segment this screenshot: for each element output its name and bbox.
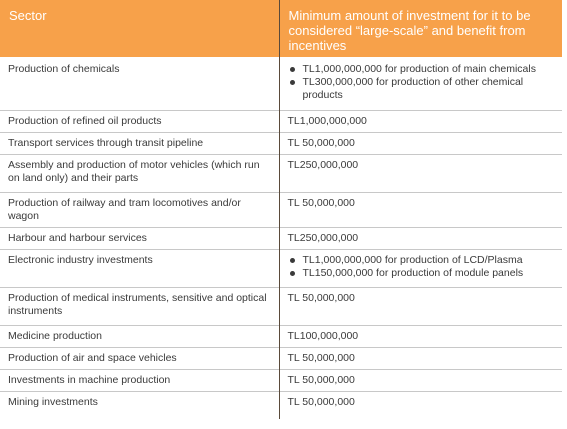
amount-cell: TL1,000,000,000 for production of main c… — [278, 57, 562, 110]
amount-bullet-list: TL1,000,000,000 for production of main c… — [288, 63, 557, 102]
sector-cell: Transport services through transit pipel… — [0, 131, 279, 154]
sector-cell: Production of railway and tram locomotiv… — [0, 191, 279, 227]
amount-cell: TL 50,000,000 — [278, 131, 562, 154]
amount-cell: TL 50,000,000 — [278, 390, 562, 419]
bullet-item: TL300,000,000 for production of other ch… — [288, 76, 557, 102]
table-row: Production of refined oil products TL1,0… — [0, 109, 562, 132]
sector-cell: Medicine production — [0, 324, 279, 347]
sector-cell: Assembly and production of motor vehicle… — [0, 153, 279, 192]
table-row: Production of railway and tram locomotiv… — [0, 191, 562, 227]
bullet-item: TL150,000,000 for production of module p… — [288, 267, 557, 280]
table-row: Investments in machine production TL 50,… — [0, 368, 562, 391]
header-sector: Sector — [0, 0, 279, 57]
table-row: Production of air and space vehicles TL … — [0, 346, 562, 369]
sector-cell: Production of air and space vehicles — [0, 346, 279, 369]
table-row: Transport services through transit pipel… — [0, 131, 562, 154]
amount-cell: TL 50,000,000 — [278, 346, 562, 369]
bullet-icon — [289, 67, 295, 72]
amount-cell: TL250,000,000 — [278, 226, 562, 249]
amount-cell: TL 50,000,000 — [278, 368, 562, 391]
table-row: Medicine production TL100,000,000 — [0, 324, 562, 347]
investment-table: Sector Minimum amount of investment for … — [0, 0, 562, 419]
amount-cell: TL 50,000,000 — [278, 286, 562, 325]
bullet-item: TL1,000,000,000 for production of main c… — [288, 63, 557, 76]
table-header-row: Sector Minimum amount of investment for … — [0, 0, 562, 57]
amount-cell: TL100,000,000 — [278, 324, 562, 347]
bullet-icon — [289, 257, 295, 263]
sector-cell: Production of refined oil products — [0, 109, 279, 132]
table-row: Electronic industry investments TL1,000,… — [0, 248, 562, 287]
amount-bullet-list: TL1,000,000,000 for production of LCD/Pl… — [288, 254, 557, 280]
amount-cell: TL1,000,000,000 for production of LCD/Pl… — [278, 248, 562, 287]
sector-cell: Production of medical instruments, sensi… — [0, 286, 279, 325]
sector-cell: Electronic industry investments — [0, 248, 279, 287]
bullet-icon — [289, 270, 295, 276]
table-row: Production of medical instruments, sensi… — [0, 286, 562, 325]
header-minimum-investment: Minimum amount of investment for it to b… — [278, 0, 562, 57]
sector-cell: Mining investments — [0, 390, 279, 419]
sector-cell: Production of chemicals — [8, 63, 120, 75]
table-row: Assembly and production of motor vehicle… — [0, 153, 562, 192]
table-row: Production of chemicals TL1,000,000,000 … — [0, 57, 562, 110]
sector-cell: Investments in machine production — [0, 368, 279, 391]
bullet-item: TL1,000,000,000 for production of LCD/Pl… — [288, 254, 557, 267]
table-row: Mining investments TL 50,000,000 — [0, 390, 562, 419]
bullet-icon — [289, 80, 295, 85]
sector-cell: Harbour and harbour services — [0, 226, 279, 249]
amount-cell: TL1,000,000,000 — [278, 109, 562, 132]
table-row: Harbour and harbour services TL250,000,0… — [0, 226, 562, 249]
amount-cell: TL 50,000,000 — [278, 191, 562, 227]
amount-cell: TL250,000,000 — [278, 153, 562, 192]
